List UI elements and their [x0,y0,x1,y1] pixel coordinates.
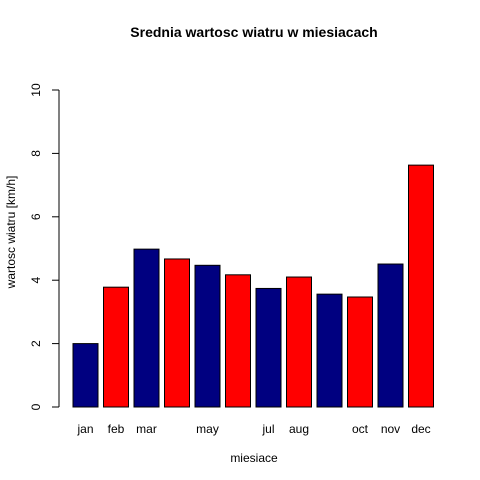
y-tick-label-3: 6 [29,213,43,220]
x-tick-label-jan: jan [76,422,93,436]
x-tick-label-mar: mar [136,422,157,436]
bar-sep [317,294,342,407]
y-axis-label: wartosc wiatru [km/h] [4,176,18,290]
x-tick-label-may: may [196,422,219,436]
bar-mar [134,249,159,407]
chart-title: Srednia wartosc wiatru w miesiacach [130,24,377,40]
bar-jun [226,275,251,407]
bar-jul [256,288,281,407]
x-axis-labels: jan feb mar may jul aug oct nov dec [76,422,430,436]
y-tick-label-5: 10 [29,83,43,97]
y-tick-label-4: 8 [29,150,43,157]
bar-oct [348,297,373,407]
bar-nov [378,264,403,407]
bar-jan [73,344,98,407]
x-tick-label-jul: jul [261,422,274,436]
bar-dec [409,165,434,407]
y-tick-label-2: 4 [29,277,43,284]
y-tick-label-0: 0 [29,403,43,410]
x-tick-label-aug: aug [289,422,309,436]
x-tick-label-nov: nov [381,422,400,436]
bar-may [195,265,220,407]
bars-group [73,165,434,407]
bar-aug [287,277,312,407]
x-tick-label-oct: oct [352,422,369,436]
x-tick-label-feb: feb [108,422,125,436]
x-axis-label: miesiace [230,451,278,465]
y-axis-ticks: 0 2 4 6 8 10 [29,83,59,410]
bar-apr [165,259,190,407]
y-tick-label-1: 2 [29,340,43,347]
x-tick-label-dec: dec [411,422,430,436]
bar-feb [104,287,129,407]
